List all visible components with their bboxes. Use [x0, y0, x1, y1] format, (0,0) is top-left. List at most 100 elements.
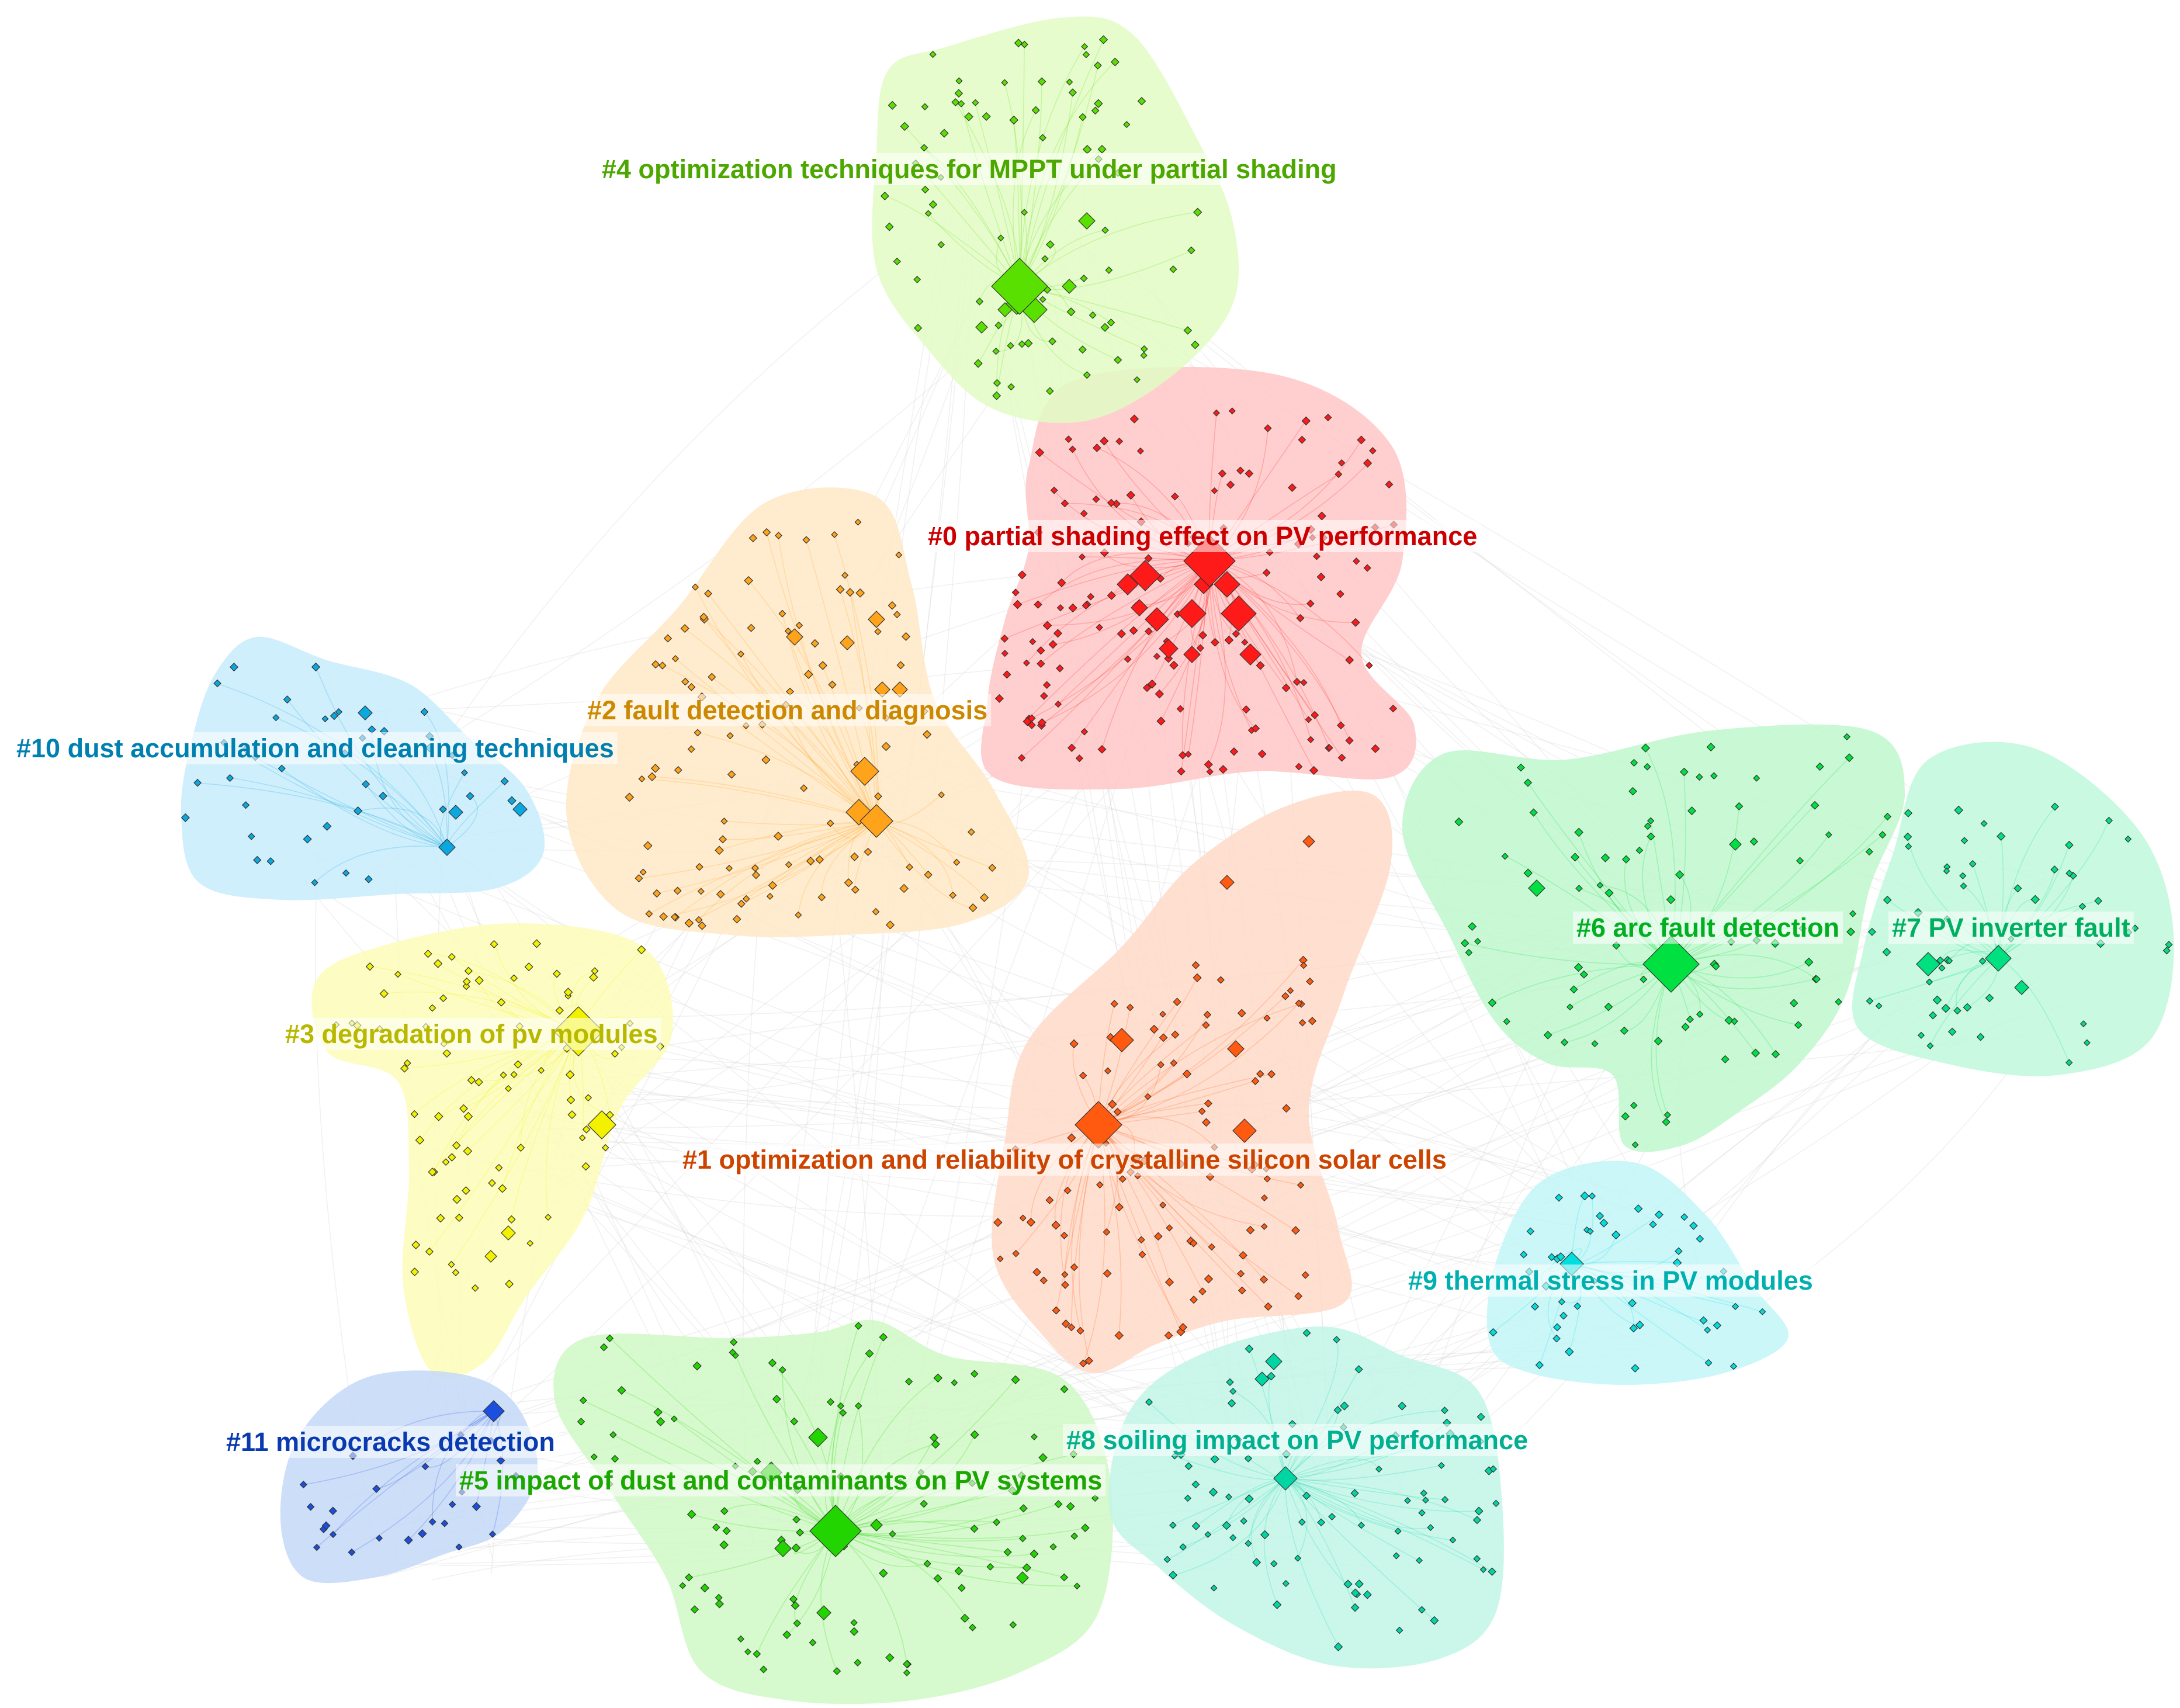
- intra-cluster-link: [1013, 110, 1037, 287]
- publication-node: [510, 1070, 518, 1079]
- publication-node: [1210, 1454, 1219, 1464]
- publication-node: [330, 712, 339, 720]
- publication-node: [505, 1085, 512, 1092]
- publication-node: [1845, 753, 1854, 763]
- publication-node: [1569, 985, 1578, 994]
- publication-node: [1696, 1235, 1704, 1243]
- publication-node: [1963, 1003, 1972, 1012]
- publication-node: [1552, 1334, 1561, 1343]
- publication-node: [993, 1518, 1001, 1526]
- publication-node: [1011, 1375, 1020, 1384]
- publication-node: [2105, 816, 2113, 824]
- publication-node: [1488, 998, 1497, 1007]
- publication-node: [272, 713, 280, 722]
- publication-node: [1202, 1021, 1210, 1030]
- publication-node: [1357, 1522, 1365, 1529]
- publication-node: [1300, 678, 1308, 687]
- highly-cited-node: [1273, 1466, 1298, 1491]
- publication-node: [718, 835, 727, 844]
- publication-node: [584, 1094, 592, 1101]
- publication-node: [577, 1418, 585, 1426]
- publication-node: [708, 673, 716, 681]
- publication-node: [1017, 570, 1027, 580]
- publication-node: [865, 1349, 874, 1358]
- publication-node: [1865, 848, 1873, 856]
- cluster-region-c4: [872, 16, 1239, 423]
- publication-node: [921, 185, 930, 194]
- publication-node: [498, 1184, 507, 1193]
- cluster-label-text: #1 optimization and reliability of cryst…: [682, 1145, 1447, 1175]
- intra-cluster-link: [316, 667, 448, 848]
- intra-cluster-link: [830, 1353, 870, 1532]
- publication-node: [1061, 1271, 1069, 1279]
- publication-node: [2083, 1039, 2091, 1047]
- publication-node: [1789, 999, 1798, 1008]
- publication-node: [933, 1373, 943, 1383]
- publication-node: [1404, 1497, 1411, 1504]
- intra-cluster-link: [432, 1031, 579, 1173]
- intra-cluster-link: [835, 1530, 907, 1665]
- publication-node: [1531, 1302, 1540, 1311]
- publication-node: [1675, 870, 1685, 879]
- intra-cluster-link: [1285, 1478, 1431, 1529]
- intra-cluster-link: [287, 699, 448, 848]
- publication-node: [687, 745, 695, 753]
- publication-node: [1345, 736, 1354, 745]
- publication-node: [960, 1613, 969, 1623]
- publication-node: [1340, 1401, 1349, 1411]
- highly-cited-node: [1916, 952, 1940, 976]
- publication-node: [1365, 661, 1373, 670]
- cluster-label-text: #2 fault detection and diagnosis: [587, 695, 987, 725]
- highly-cited-node: [774, 1540, 792, 1557]
- publication-node: [957, 100, 965, 108]
- highly-cited-node: [1129, 560, 1161, 591]
- intra-cluster-link: [545, 1031, 579, 1218]
- publication-node: [1350, 1588, 1360, 1598]
- publication-node: [323, 822, 332, 831]
- publication-node: [1620, 1026, 1628, 1035]
- publication-node: [1211, 487, 1218, 494]
- publication-node: [1229, 747, 1239, 756]
- publication-node: [303, 834, 312, 844]
- publication-node: [1184, 1462, 1193, 1471]
- publication-node: [507, 796, 517, 805]
- publication-node: [955, 77, 963, 85]
- publication-node: [1604, 1002, 1613, 1011]
- publication-node: [471, 1284, 479, 1292]
- intra-cluster-link: [1268, 1376, 1286, 1479]
- publication-node: [1938, 964, 1946, 972]
- publication-node: [1556, 1252, 1565, 1262]
- publication-node: [1177, 767, 1186, 776]
- publication-node: [1256, 661, 1265, 670]
- publication-node: [1070, 1532, 1079, 1540]
- highly-cited-node: [1221, 595, 1257, 632]
- publication-node: [1066, 78, 1073, 86]
- intra-cluster-link: [1972, 863, 1999, 959]
- publication-node: [1634, 1204, 1643, 1213]
- publication-node: [1171, 1030, 1180, 1039]
- publication-node: [1190, 1295, 1198, 1304]
- publication-node: [692, 1361, 702, 1371]
- publication-node: [1076, 1326, 1084, 1335]
- publication-node: [2065, 840, 2074, 850]
- publication-node: [1647, 817, 1655, 824]
- publication-node: [920, 144, 928, 152]
- publication-node: [691, 583, 699, 591]
- cluster-label-c8: #8 soiling impact on PV performance: [1063, 1424, 1532, 1456]
- cluster-label-background: [924, 520, 1481, 552]
- publication-node: [1473, 1555, 1481, 1563]
- intra-cluster-link: [1575, 857, 1672, 965]
- intra-cluster-link: [1098, 1014, 1208, 1125]
- publication-node: [193, 778, 202, 787]
- publication-node: [923, 730, 932, 739]
- publication-node: [737, 650, 745, 658]
- publication-node: [1101, 226, 1109, 234]
- publication-node: [1094, 99, 1103, 108]
- publication-node: [1835, 998, 1842, 1006]
- publication-node: [1316, 572, 1326, 581]
- intra-cluster-link: [609, 1338, 836, 1532]
- publication-nodes: [181, 35, 2173, 1676]
- cluster-label-text: #4 optimization techniques for MPPT unde…: [602, 154, 1337, 184]
- publication-node: [2080, 1020, 2087, 1027]
- publication-node: [698, 921, 706, 930]
